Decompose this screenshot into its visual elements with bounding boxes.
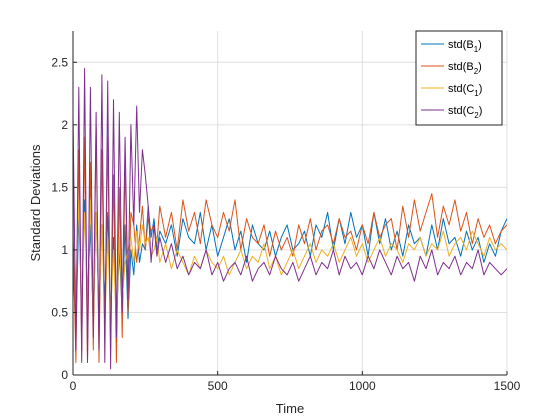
y-axis-label: Standard Deviations [28, 144, 43, 262]
y-tick-label: 2.5 [51, 55, 68, 69]
legend: std(B1) std(B2) std(C1) std(C2) [415, 30, 503, 126]
y-tick-label: 0 [61, 368, 68, 382]
legend-entry: std(C2) [448, 105, 482, 120]
series-group [73, 68, 507, 370]
legend-entry: std(C1) [448, 83, 482, 98]
legend-entry: std(B2) [448, 61, 482, 76]
y-tick-label: 1.5 [51, 180, 68, 194]
legend-entry: std(B1) [448, 39, 482, 54]
x-axis-label: Time [276, 401, 304, 416]
y-tick-label: 0.5 [51, 305, 68, 319]
y-tick-label: 1 [61, 243, 68, 257]
tick-labels: 0 500 1000 1500 0 0.5 1 1.5 2 2.5 [51, 55, 520, 393]
x-tick-label: 500 [208, 379, 228, 393]
legend-box [415, 30, 503, 126]
y-tick-label: 2 [61, 118, 68, 132]
axes [72, 31, 508, 376]
series-line-2 [73, 124, 507, 363]
x-tick-label: 1500 [494, 379, 521, 393]
series-line-4 [73, 68, 507, 370]
x-tick-label: 0 [70, 379, 77, 393]
x-tick-label: 1000 [349, 379, 376, 393]
